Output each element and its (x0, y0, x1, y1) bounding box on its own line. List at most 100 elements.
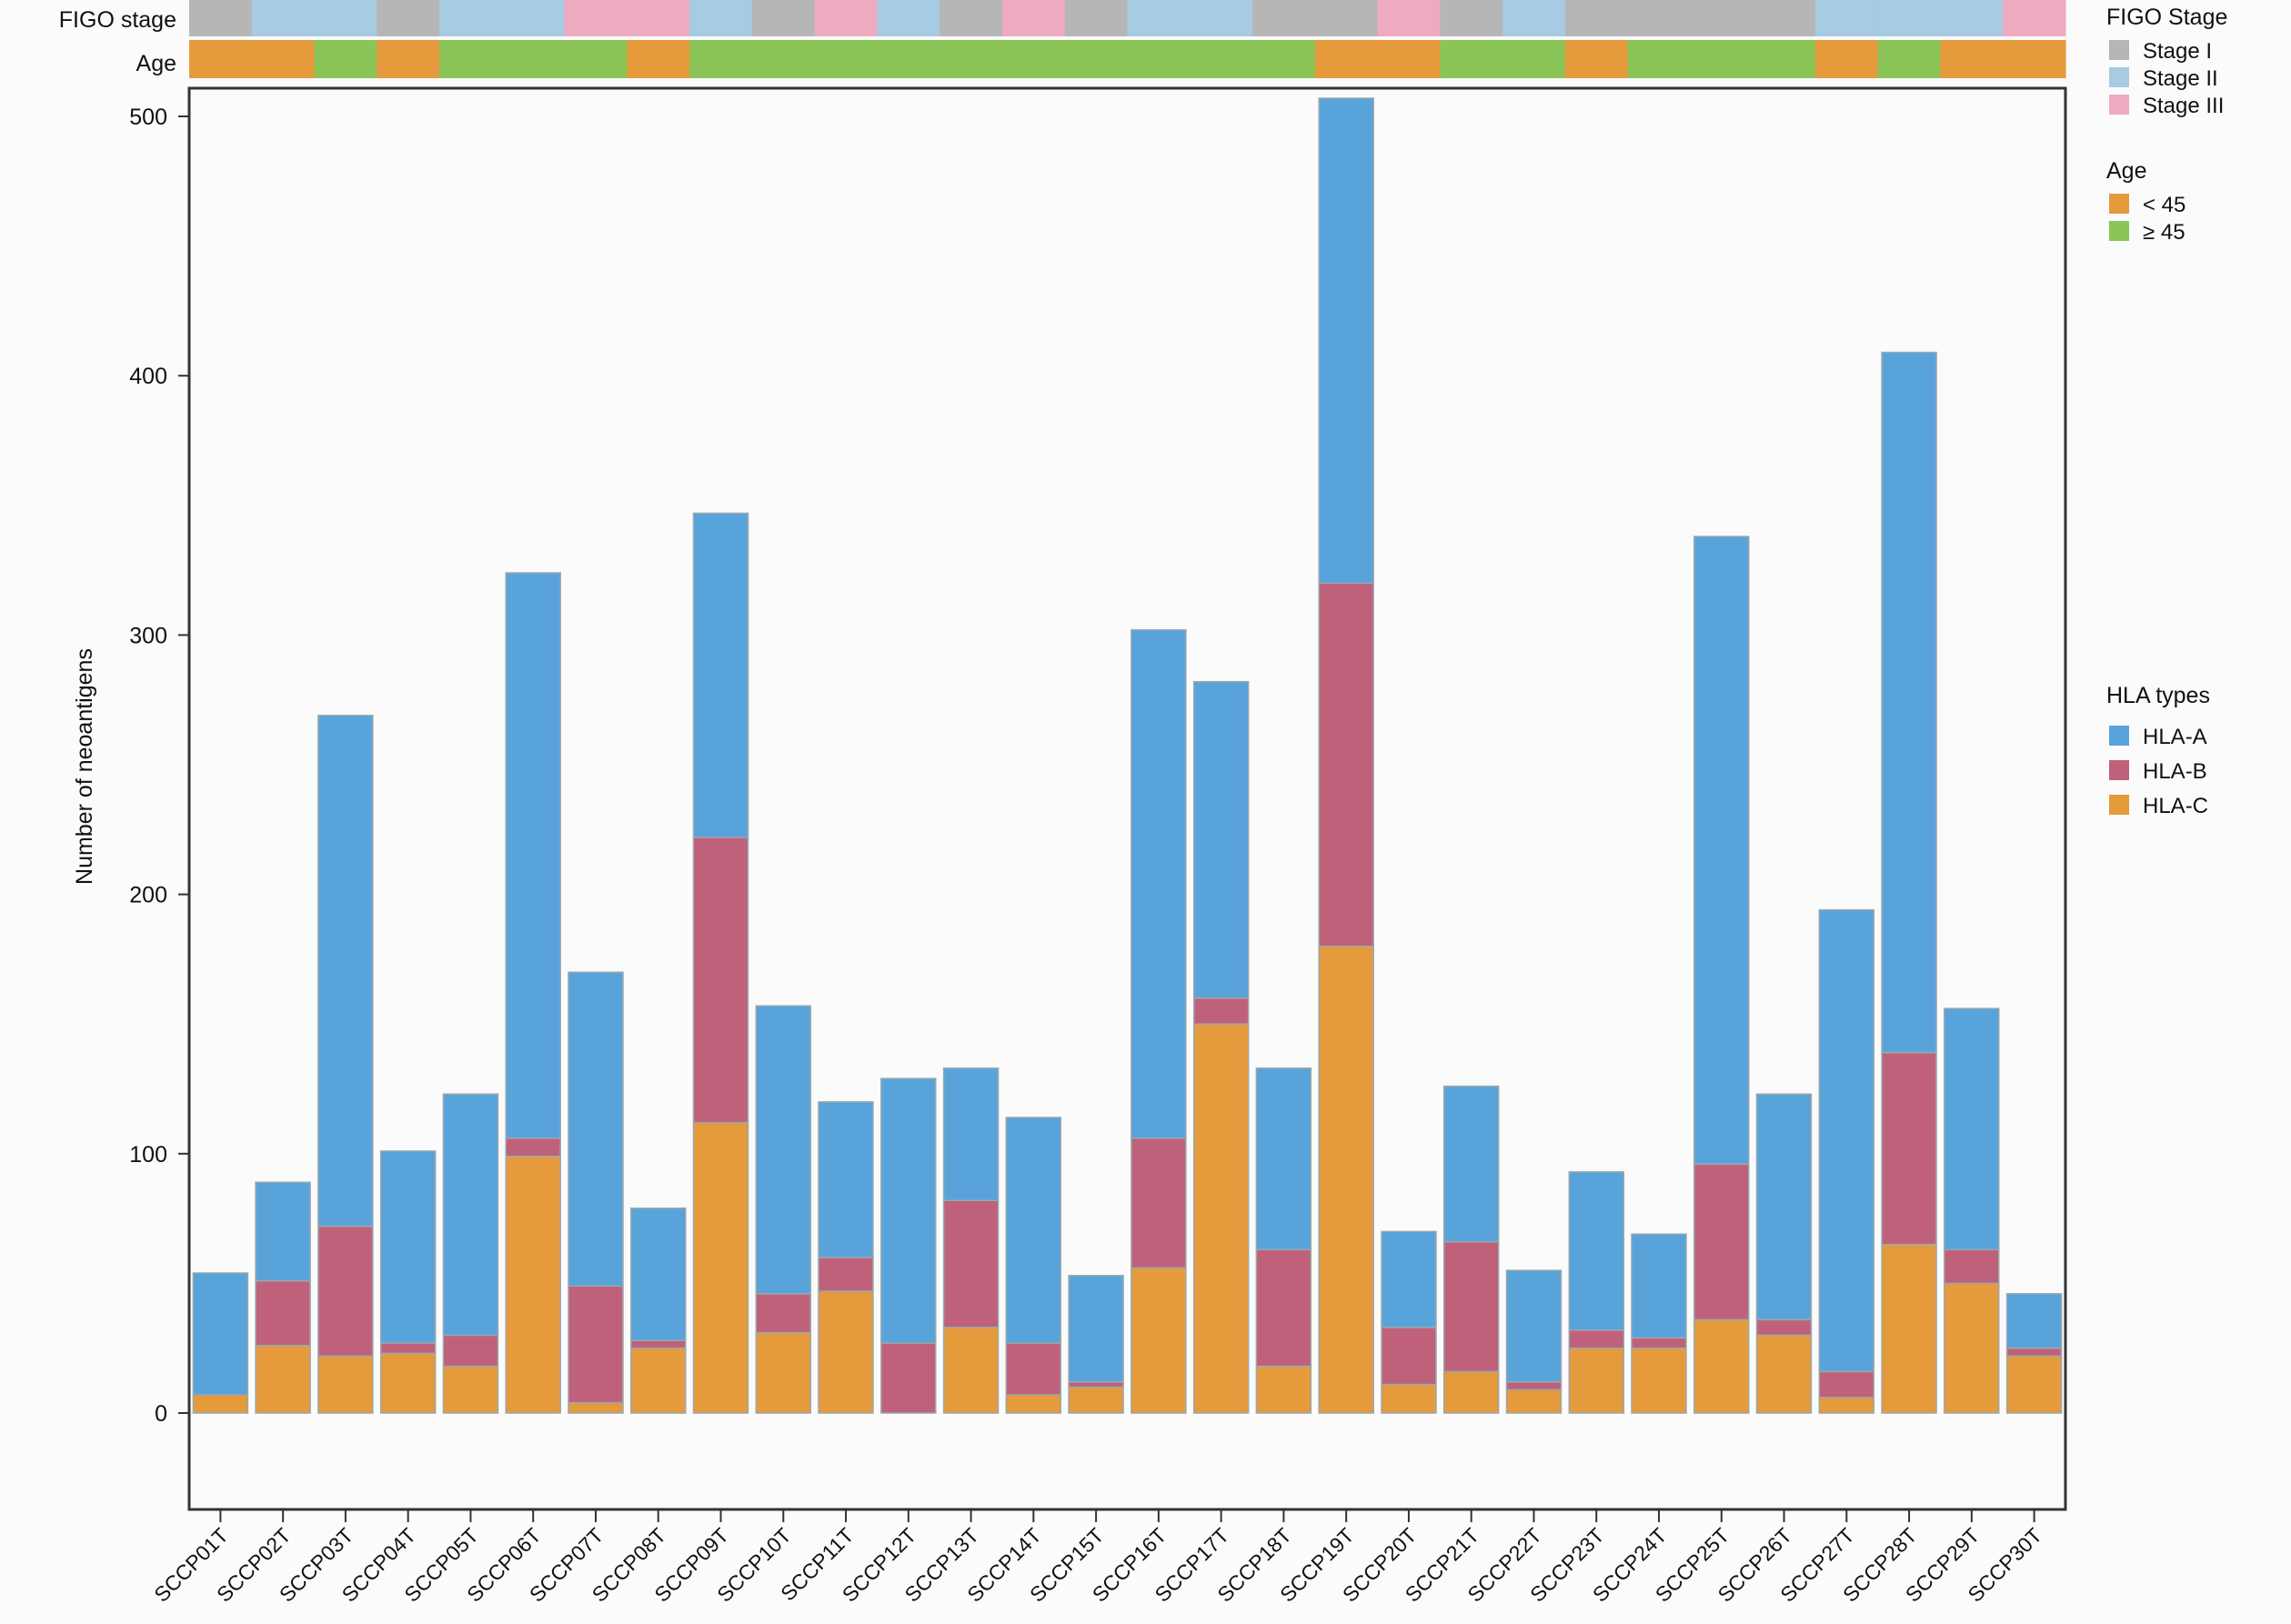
legend-hla-label: HLA-C (2143, 794, 2208, 818)
bar-hla-b-sccp11t (818, 1257, 874, 1292)
bar-stack-sccp12t (880, 1078, 937, 1414)
plot-frame (187, 86, 2067, 1511)
bar-hla-b-sccp16t (1130, 1137, 1187, 1269)
bar-hla-c-sccp06t (505, 1155, 561, 1414)
bar-hla-c-sccp16t (1130, 1267, 1187, 1414)
bar-hla-a-sccp16t (1130, 628, 1187, 1139)
bar-stack-sccp25t (1693, 536, 1750, 1414)
annotation-tracks (189, 0, 2066, 78)
bar-hla-a-sccp12t (880, 1078, 937, 1344)
legend-hla-label: HLA-B (2143, 759, 2207, 784)
age-cell-sccp20t (1377, 40, 1441, 78)
legend-hla-swatch (2109, 795, 2129, 815)
bar-hla-b-sccp09t (692, 837, 749, 1124)
bar-hla-a-sccp20t (1381, 1230, 1437, 1328)
figo-cell-sccp28t (1877, 0, 1942, 36)
age-cell-sccp29t (1940, 40, 2004, 78)
bar-hla-b-sccp21t (1442, 1241, 1500, 1373)
bar-hla-a-sccp09t (692, 512, 749, 838)
bar-hla-a-sccp27t (1818, 908, 1875, 1373)
bar-stack-sccp29t (1944, 1007, 2000, 1414)
figo-cell-sccp15t (1064, 0, 1129, 36)
figo-cell-sccp08t (627, 0, 690, 36)
age-cell-sccp09t (689, 40, 753, 78)
bar-hla-b-sccp20t (1381, 1327, 1437, 1386)
age-cell-sccp25t (1690, 40, 1753, 78)
bar-hla-b-sccp05t (442, 1334, 499, 1368)
bar-stack-sccp07t (568, 971, 624, 1414)
bar-hla-c-sccp01t (192, 1394, 249, 1414)
bar-hla-c-sccp26t (1755, 1334, 1813, 1414)
bar-hla-a-sccp30t (2005, 1293, 2063, 1349)
bar-hla-a-sccp18t (1255, 1067, 1312, 1251)
y-tick-label: 0 (155, 1401, 167, 1427)
bar-hla-b-sccp19t (1318, 582, 1374, 947)
figo-cell-sccp11t (814, 0, 879, 36)
y-tick-label: 500 (129, 105, 167, 130)
age-cell-sccp08t (627, 40, 690, 78)
bar-hla-a-sccp01t (192, 1272, 249, 1396)
bar-hla-a-sccp07t (568, 971, 624, 1288)
bar-stack-sccp20t (1381, 1230, 1437, 1414)
legend-figo-label: Stage I (2143, 39, 2212, 64)
legend-age-swatch (2109, 194, 2129, 214)
bar-stack-sccp18t (1255, 1067, 1312, 1414)
bar-hla-c-sccp04t (379, 1352, 437, 1414)
bar-hla-a-sccp26t (1755, 1093, 1813, 1321)
bar-stack-sccp26t (1755, 1093, 1813, 1414)
bar-hla-c-sccp09t (692, 1121, 749, 1414)
bar-stack-sccp28t (1881, 351, 1937, 1414)
bar-stack-sccp24t (1631, 1233, 1687, 1414)
bar-hla-c-sccp08t (630, 1347, 687, 1414)
legend-figo-swatch (2109, 67, 2129, 87)
bar-stack-sccp14t (1005, 1117, 1062, 1414)
age-cell-sccp22t (1502, 40, 1566, 78)
age-cell-sccp13t (940, 40, 1003, 78)
legend-age-label: ≥ 45 (2143, 220, 2185, 245)
bar-hla-c-sccp02t (255, 1345, 311, 1414)
bar-hla-b-sccp12t (880, 1342, 937, 1414)
figo-cell-sccp13t (940, 0, 1003, 36)
figo-cell-sccp17t (1190, 0, 1253, 36)
bar-hla-a-sccp06t (505, 572, 561, 1139)
figo-cell-sccp23t (1564, 0, 1629, 36)
bar-hla-c-sccp05t (442, 1365, 499, 1414)
y-tick-label: 400 (129, 364, 167, 389)
bar-hla-a-sccp11t (818, 1101, 874, 1258)
age-cell-sccp14t (1002, 40, 1066, 78)
age-cell-sccp24t (1627, 40, 1691, 78)
figo-cell-sccp14t (1002, 0, 1066, 36)
age-cell-sccp01t (189, 40, 253, 78)
age-cell-sccp04t (377, 40, 440, 78)
age-cell-sccp02t (251, 40, 316, 78)
bar-hla-c-sccp27t (1818, 1397, 1875, 1414)
bar-hla-a-sccp14t (1005, 1117, 1062, 1344)
figo-cell-sccp12t (877, 0, 940, 36)
bar-stack-sccp23t (1568, 1171, 1625, 1414)
bar-hla-c-sccp15t (1068, 1386, 1124, 1414)
bar-hla-b-sccp10t (755, 1293, 812, 1334)
bar-hla-c-sccp14t (1005, 1394, 1062, 1414)
age-cell-sccp21t (1440, 40, 1503, 78)
bar-stack-sccp19t (1318, 97, 1374, 1414)
bar-stack-sccp10t (755, 1005, 812, 1414)
bar-hla-b-sccp02t (255, 1279, 311, 1347)
bar-hla-c-sccp11t (818, 1290, 874, 1414)
bar-hla-b-sccp18t (1255, 1248, 1312, 1368)
bar-hla-c-sccp18t (1255, 1365, 1312, 1414)
bar-hla-c-sccp28t (1881, 1243, 1937, 1414)
bar-hla-c-sccp10t (755, 1331, 812, 1414)
bar-hla-c-sccp25t (1693, 1318, 1750, 1414)
figo-cell-sccp29t (1940, 0, 2004, 36)
bar-hla-b-sccp25t (1693, 1163, 1750, 1321)
bar-hla-b-sccp29t (1944, 1248, 2000, 1285)
age-cell-sccp07t (564, 40, 628, 78)
age-cell-sccp10t (751, 40, 816, 78)
bar-hla-b-sccp23t (1568, 1328, 1625, 1349)
bar-stack-sccp02t (255, 1181, 311, 1414)
bar-hla-c-sccp03t (317, 1355, 374, 1414)
bar-hla-a-sccp22t (1505, 1269, 1563, 1383)
bar-stack-sccp08t (630, 1207, 687, 1414)
bar-hla-a-sccp13t (942, 1067, 1000, 1201)
y-tick-label: 300 (129, 623, 167, 648)
